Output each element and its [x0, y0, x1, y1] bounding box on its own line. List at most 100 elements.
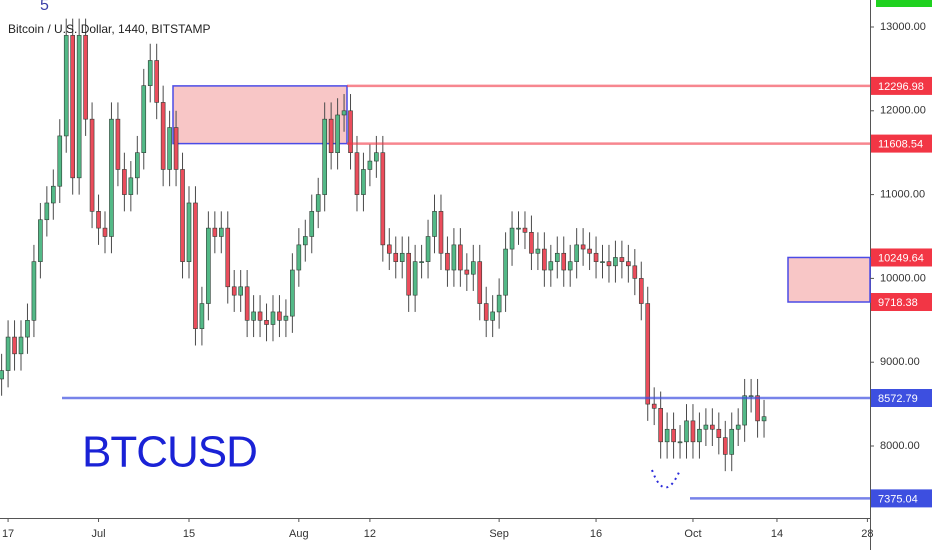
candle-body [173, 127, 179, 170]
candle-body [613, 257, 618, 267]
candle-body [322, 118, 327, 195]
y-tick-label: 13000.00 [880, 21, 926, 33]
candle-body [600, 261, 605, 263]
candle-body [703, 424, 709, 430]
candle-body [742, 395, 747, 426]
candle-body [0, 370, 4, 380]
price-label-box [871, 134, 932, 153]
price-label: 7375.04 [878, 493, 918, 505]
zone [172, 85, 348, 145]
candle-body [516, 227, 521, 230]
candle-body [361, 169, 366, 195]
candle-body [684, 420, 689, 443]
candle-body [651, 403, 657, 409]
candle-body [374, 152, 379, 162]
candle-body [477, 261, 483, 304]
candle-body [277, 311, 282, 321]
x-tick-label: 17 [2, 528, 14, 540]
interval-badge: 5 [40, 0, 49, 14]
candle-body [147, 60, 153, 86]
candle-body [296, 244, 302, 271]
candle-body [755, 395, 760, 422]
candle-body [503, 248, 508, 296]
x-tick-label: Jul [92, 528, 106, 540]
candle-body [386, 244, 392, 254]
candle-body [309, 211, 315, 237]
candle-body [561, 252, 567, 271]
candle-body [587, 248, 592, 254]
candle-body [141, 85, 147, 153]
candle-body [425, 236, 431, 262]
candle-body [399, 252, 405, 262]
y-tick-label: 10000.00 [880, 272, 926, 284]
x-tick-label: 15 [183, 528, 195, 540]
candle-body [83, 35, 88, 120]
candle-body [735, 424, 741, 430]
price-label-box [871, 293, 932, 312]
candle-body [257, 311, 263, 321]
price-label-box [871, 489, 932, 508]
candle-body [354, 152, 360, 195]
candle-body [483, 303, 489, 321]
candle-body [470, 261, 476, 275]
candle-body [167, 127, 172, 170]
candle-body [367, 160, 373, 170]
candle-body [632, 265, 638, 279]
x-tick-label: Sep [489, 528, 509, 540]
candle-body [406, 252, 411, 296]
candle-body [554, 252, 560, 262]
price-label: 10249.64 [878, 252, 924, 264]
candle-body [593, 252, 599, 262]
candle-body [218, 227, 224, 237]
candle-body [96, 211, 101, 229]
candle-body [225, 227, 231, 288]
y-tick-label: 12000.00 [880, 105, 926, 117]
symbol-title: Bitcoin / U.S. Dollar, 1440, BITSTAMP [8, 22, 211, 36]
candle-body [380, 152, 386, 246]
candle-body [290, 269, 295, 317]
candle-body [115, 118, 121, 170]
candle-body [671, 428, 676, 443]
candle-body [393, 252, 399, 262]
candle-body [542, 248, 547, 271]
candle-body [606, 261, 612, 267]
candle-body [63, 35, 69, 137]
candle-body [529, 232, 534, 254]
candle-body [522, 227, 528, 233]
candle-body [135, 152, 140, 179]
y-tick-label: 8000.00 [880, 440, 920, 452]
candle-body [722, 437, 728, 455]
candle-body [270, 311, 276, 325]
price-label-box [871, 248, 932, 267]
candle-body [710, 424, 715, 430]
candle-body [12, 336, 17, 355]
zone [787, 256, 871, 303]
candle-body [51, 185, 56, 204]
x-tick-label: Aug [289, 528, 309, 540]
candle-body [238, 286, 243, 296]
candle-body [626, 261, 631, 267]
candle-body [697, 428, 702, 443]
candle-body [212, 227, 218, 237]
candle-body [451, 244, 457, 271]
candle-body [548, 261, 554, 271]
candle-body [231, 286, 237, 296]
candle-body [509, 227, 515, 250]
x-tick-label: 16 [590, 528, 602, 540]
candle-body [328, 118, 334, 153]
candle-body [748, 395, 754, 398]
candle-body [186, 202, 192, 262]
candle-body [412, 261, 418, 296]
price-label-box [871, 389, 932, 408]
candle-body [690, 420, 696, 443]
candle-body [109, 118, 114, 237]
candle-body [496, 294, 502, 313]
candle-body [199, 303, 205, 329]
candle-body [645, 303, 651, 405]
candle-body [89, 118, 95, 212]
candle-body [315, 194, 321, 212]
x-tick-label: Oct [684, 528, 701, 540]
candle-body [180, 169, 185, 262]
